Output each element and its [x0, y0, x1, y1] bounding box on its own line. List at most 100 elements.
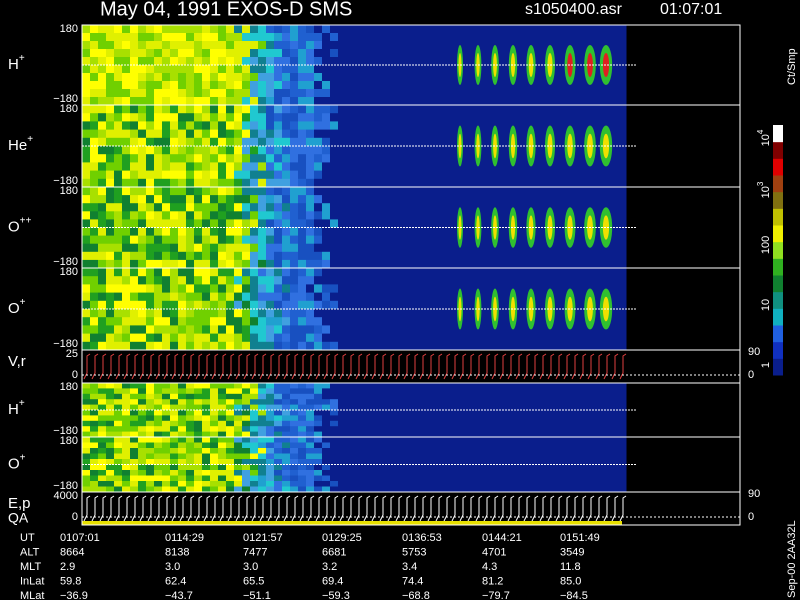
spectrogram-cell — [538, 33, 547, 42]
spectrogram-cell — [290, 448, 299, 454]
spectrogram-cell — [298, 178, 307, 188]
spectrogram-cell — [162, 81, 171, 90]
y-tick-label: 180 — [60, 103, 78, 115]
spectrogram-cell — [426, 276, 435, 285]
table-cell: −51.1 — [243, 590, 271, 600]
spectrogram-cell — [258, 448, 267, 454]
spectrogram-cell — [162, 442, 171, 449]
row-label: UT — [20, 532, 35, 544]
spectrogram-cell — [602, 341, 611, 351]
spectrogram-cell — [466, 459, 475, 465]
spectrogram-cell — [82, 97, 91, 106]
spectrogram-cell — [90, 178, 99, 188]
spectrogram-cell — [554, 420, 563, 427]
spectrogram-cell — [466, 243, 475, 253]
spectrogram-cell — [426, 470, 435, 476]
spectrogram-cell — [434, 146, 443, 155]
spectrogram-cell — [298, 341, 307, 351]
spectrogram-cell — [578, 81, 587, 90]
spectrogram-cell — [346, 235, 355, 245]
spectrogram-cell — [434, 300, 443, 310]
spectrogram-cell — [450, 49, 459, 58]
spectrogram-cell — [322, 393, 331, 400]
spectrogram-cell — [162, 187, 171, 196]
spectrogram-cell — [418, 486, 427, 493]
spectrogram-cell — [354, 325, 363, 335]
colorbar-swatch — [773, 325, 783, 343]
spectrogram-cell — [530, 459, 539, 465]
spectrogram-cell — [610, 341, 619, 351]
spectrogram-cell — [466, 129, 475, 139]
spectrogram-cell — [146, 259, 155, 269]
spectrogram-cell — [90, 89, 99, 98]
spectrogram-cell — [458, 415, 467, 422]
spectrogram-cell — [538, 410, 547, 416]
spectrogram-cell — [234, 325, 243, 335]
spectrogram-cell — [338, 129, 347, 139]
spectrogram-cell — [90, 486, 99, 493]
spectrogram-cell — [514, 317, 523, 326]
spectrogram-cell — [306, 475, 315, 482]
spectrogram-cell — [266, 154, 275, 163]
spectrogram-cell — [378, 420, 387, 427]
spectrogram-cell — [154, 251, 163, 261]
spectrogram-cell — [330, 481, 339, 487]
spectrogram-cell — [434, 333, 443, 343]
spectrogram-cell — [618, 464, 627, 471]
spectrogram-cell — [282, 105, 291, 114]
spectrogram-cell — [474, 383, 483, 389]
spectrogram-cell — [362, 431, 371, 438]
spectrogram-cell — [434, 162, 443, 172]
spectrogram-cell — [538, 448, 547, 454]
spectrogram-cell — [410, 431, 419, 438]
spectrogram-cell — [514, 325, 523, 335]
spectrogram-cell — [610, 49, 619, 58]
spectrogram-cell — [266, 146, 275, 155]
spectrogram-cell — [370, 284, 379, 294]
spectrogram-cell — [274, 57, 283, 66]
spectrogram-cell — [554, 195, 563, 204]
spectrogram-cell — [434, 420, 443, 427]
spectrogram-cell — [154, 57, 163, 66]
spectrogram-cell — [202, 268, 211, 277]
spectrogram-cell — [82, 57, 91, 66]
spectrogram-cell — [298, 470, 307, 476]
spectrogram-cell — [514, 235, 523, 245]
spectrogram-cell — [442, 89, 451, 98]
spectrogram-cell — [122, 170, 131, 180]
spectrogram-cell — [594, 259, 603, 269]
spectrogram-cell — [122, 325, 131, 335]
spectrogram-cell — [410, 284, 419, 294]
spectrogram-cell — [106, 383, 115, 389]
spectrogram-cell — [178, 459, 187, 465]
spectrogram-cell — [418, 243, 427, 253]
spectrogram-cell — [418, 170, 427, 180]
spectrogram-cell — [370, 459, 379, 465]
spectrogram-cell — [354, 129, 363, 139]
spectrogram-cell — [434, 470, 443, 476]
spectrogram-cell — [298, 464, 307, 471]
spectrogram-cell — [210, 437, 219, 443]
spectrogram-cell — [426, 113, 435, 122]
spectrogram-cell — [378, 437, 387, 443]
spectrogram-cell — [98, 470, 107, 476]
spectrogram-cell — [594, 113, 603, 122]
spectrogram-cell — [330, 415, 339, 422]
spectrogram-cell — [322, 65, 331, 74]
spectrogram-cell — [250, 235, 259, 245]
spectrogram-cell — [570, 442, 579, 449]
spectrogram-cell — [162, 41, 171, 50]
spectrogram-cell — [506, 459, 515, 465]
spectrogram-cell — [82, 292, 91, 302]
spectrogram-cell — [450, 81, 459, 90]
spectrogram-cell — [306, 437, 315, 443]
spectrogram-cell — [114, 41, 123, 50]
tick-exponent: 4 — [756, 129, 765, 134]
spectrogram-cell — [538, 399, 547, 406]
spectrogram-cell — [418, 49, 427, 58]
spectrogram-cell — [290, 470, 299, 476]
spectrogram-cell — [554, 276, 563, 285]
spectrogram-cell — [138, 268, 147, 277]
spectrogram-cell — [490, 470, 499, 476]
spectrogram-cell — [234, 317, 243, 326]
